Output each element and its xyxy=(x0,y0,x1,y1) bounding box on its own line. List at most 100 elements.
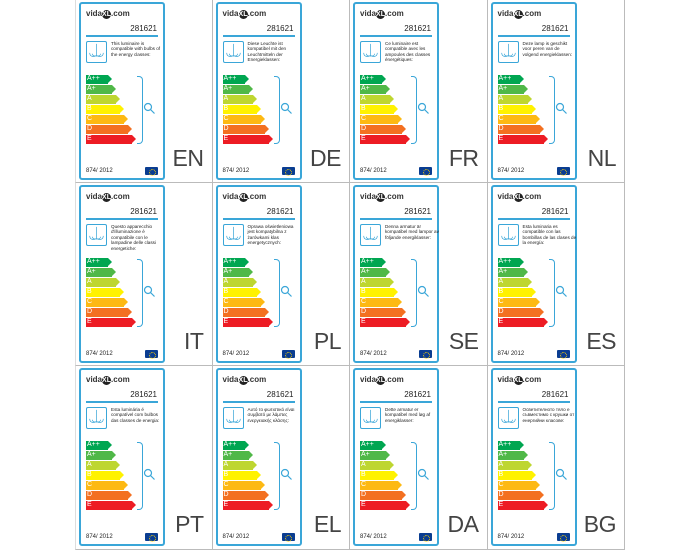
energy-class-bar: A xyxy=(497,461,532,470)
label-cell: vidaXL.com 281621 Αυτό το φωτιστικό είνα… xyxy=(212,366,350,550)
compatibility-text: Ce luminaire est compatible avec les amp… xyxy=(385,41,431,63)
energy-class-bar: B xyxy=(86,471,124,480)
energy-class-bar: D xyxy=(497,308,544,317)
chandelier-icon xyxy=(86,407,107,429)
divider xyxy=(222,401,295,403)
brand-logo: vidaXL.com xyxy=(223,192,267,202)
energy-class-bar: C xyxy=(360,298,402,307)
energy-scale: A++ A+ A B C D E xyxy=(360,75,410,145)
chandelier-icon xyxy=(497,407,519,429)
energy-class-bar: D xyxy=(497,491,544,500)
bulb-icon xyxy=(555,285,569,299)
logo-text: .com xyxy=(247,9,267,18)
regulation-number: 874/ 2012 xyxy=(86,168,113,174)
logo-mark: XL xyxy=(376,10,386,19)
language-code: NL xyxy=(587,145,617,171)
product-code: 281621 xyxy=(130,24,157,33)
energy-class-bar: B xyxy=(86,288,124,297)
product-code: 281621 xyxy=(541,207,569,216)
regulation-number: 874/ 2012 xyxy=(497,168,525,174)
logo-mark: XL xyxy=(238,10,248,19)
compatibility-text: Oprawa oświetleniowa jest kompatybilna z… xyxy=(247,224,294,246)
logo-mark: XL xyxy=(376,376,386,385)
energy-class-bar: A++ xyxy=(86,258,112,267)
bracket xyxy=(548,76,555,144)
eu-flag-icon xyxy=(419,167,432,176)
bulb-icon xyxy=(280,468,294,482)
energy-class-bar: C xyxy=(497,115,540,124)
logo-text: .com xyxy=(385,192,404,201)
label-cell: vidaXL.com 281621 This luminaire is comp… xyxy=(75,0,213,183)
brand-logo: vidaXL.com xyxy=(86,192,130,202)
label-cell: vidaXL.com 281621 Dette armatur er kompa… xyxy=(350,366,488,550)
energy-class-bar: D xyxy=(222,125,269,134)
logo-text: vida xyxy=(222,375,239,384)
product-code: 281621 xyxy=(404,24,431,33)
brand-logo: vidaXL.com xyxy=(497,9,541,19)
energy-scale: A++ A+ A B C D E xyxy=(86,441,136,511)
bracket xyxy=(137,76,143,144)
compatibility-text: Deze lamp is geschikt voor peren van de … xyxy=(522,41,573,57)
energy-class-bar: E xyxy=(360,318,410,327)
energy-label: vidaXL.com 281621 Αυτό το φωτιστικό είνα… xyxy=(215,368,302,546)
energy-class-bar: A xyxy=(360,278,394,287)
logo-text: .com xyxy=(247,192,267,201)
eu-flag-icon xyxy=(145,350,158,359)
energy-class-bar: A++ xyxy=(360,75,386,84)
label-cell: vidaXL.com 281621 Esta luminária é compa… xyxy=(75,366,213,550)
product-code: 281621 xyxy=(404,390,431,399)
chandelier-icon xyxy=(86,41,107,63)
label-cell: vidaXL.com 281621 Deze lamp is geschikt … xyxy=(487,0,625,183)
logo-text: vida xyxy=(86,192,103,201)
chandelier-icon xyxy=(497,41,519,63)
language-code: DA xyxy=(447,511,479,537)
bracket xyxy=(411,442,417,510)
logo-mark: XL xyxy=(102,10,112,19)
logo-text: vida xyxy=(497,9,514,18)
product-code: 281621 xyxy=(130,207,157,216)
language-code: EL xyxy=(313,511,342,537)
logo-text: .com xyxy=(522,192,542,201)
energy-class-bar: A++ xyxy=(497,258,524,267)
product-code: 281621 xyxy=(541,24,569,33)
bracket xyxy=(137,442,143,510)
energy-scale: A++ A+ A B C D E xyxy=(497,258,548,328)
bracket xyxy=(273,76,280,144)
energy-label: vidaXL.com 281621 Esta luminária é compa… xyxy=(79,368,165,546)
energy-class-bar: C xyxy=(86,298,128,307)
energy-scale: A++ A+ A B C D E xyxy=(86,75,136,145)
logo-text: vida xyxy=(360,192,377,201)
logo-text: .com xyxy=(522,375,542,384)
energy-class-bar: B xyxy=(222,471,261,480)
energy-class-bar: C xyxy=(86,481,128,490)
label-cell: vidaXL.com 281621 Denna armatur är kompa… xyxy=(350,183,488,366)
energy-label: vidaXL.com 281621 Questo apparecchio d'i… xyxy=(79,185,165,363)
energy-class-bar: D xyxy=(360,308,406,317)
energy-class-bar: D xyxy=(497,125,544,134)
divider xyxy=(222,218,295,220)
energy-class-bar: D xyxy=(360,125,406,134)
logo-mark: XL xyxy=(238,193,248,202)
bracket xyxy=(548,442,555,510)
language-code: PL xyxy=(313,328,342,354)
energy-class-bar: E xyxy=(86,501,136,510)
divider xyxy=(497,218,570,220)
bracket xyxy=(273,442,280,510)
energy-class-bar: C xyxy=(222,298,265,307)
bulb-icon xyxy=(143,468,157,482)
energy-class-bar: B xyxy=(222,288,261,297)
language-code: ES xyxy=(586,328,616,354)
energy-class-bar: A xyxy=(497,95,532,104)
energy-class-bar: C xyxy=(222,481,265,490)
language-code: BG xyxy=(583,511,617,537)
energy-scale: A++ A+ A B C D E xyxy=(497,75,548,145)
language-code: PT xyxy=(175,511,204,537)
bulb-icon xyxy=(555,102,569,116)
energy-class-bar: A+ xyxy=(497,451,528,460)
regulation-number: 874/ 2012 xyxy=(497,351,525,357)
label-cell: vidaXL.com 281621 Questo apparecchio d'i… xyxy=(75,183,213,366)
energy-class-bar: C xyxy=(222,115,265,124)
brand-logo: vidaXL.com xyxy=(498,192,542,202)
logo-mark: XL xyxy=(513,376,523,385)
energy-class-bar: C xyxy=(360,115,402,124)
